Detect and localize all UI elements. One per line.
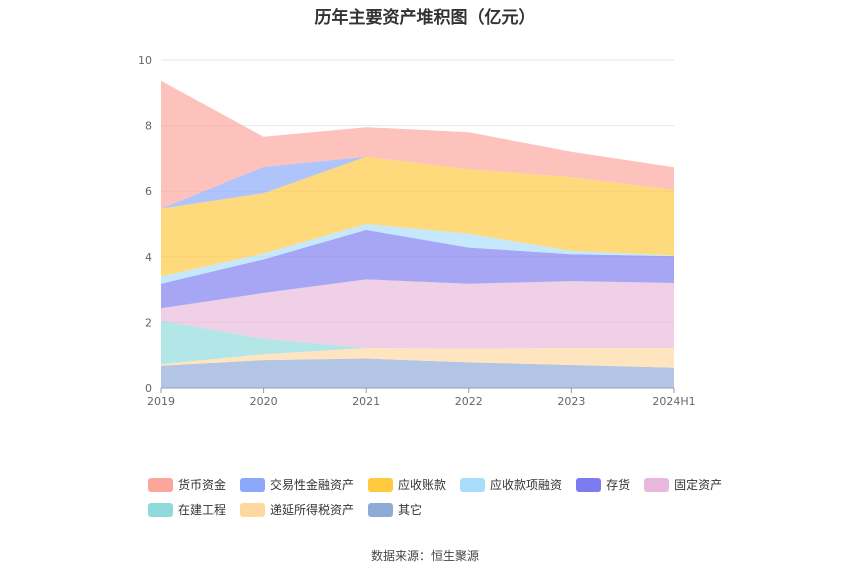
- legend-row: 在建工程 递延所得税资产 其它: [148, 497, 748, 522]
- y-tick-label: 4: [145, 251, 152, 264]
- legend-swatch: [240, 502, 266, 517]
- legend-label: 货币资金: [178, 478, 227, 492]
- x-tick-label: 2024H1: [652, 395, 695, 408]
- legend-swatch: [148, 477, 173, 492]
- area-series: [161, 80, 674, 209]
- legend-item[interactable]: 应收款项融资: [460, 476, 562, 493]
- x-tick-label: 2022: [455, 395, 483, 408]
- area-series: [161, 358, 674, 388]
- legend-label: 应收款项融资: [490, 478, 563, 492]
- y-tick-label: 8: [145, 120, 152, 133]
- legend-label: 其它: [398, 503, 423, 517]
- data-source: 数据来源：恒生聚源: [370, 549, 479, 563]
- chart-title: 历年主要资产堆积图（亿元）: [314, 8, 536, 28]
- legend-label: 在建工程: [178, 503, 227, 517]
- legend-label: 存货: [606, 478, 631, 492]
- area-series: [161, 224, 674, 284]
- y-tick-label: 0: [145, 382, 152, 395]
- legend-item[interactable]: 存货: [576, 476, 630, 493]
- y-tick-label: 2: [145, 316, 152, 329]
- area-series: [161, 320, 674, 365]
- x-tick-label: 2020: [250, 395, 278, 408]
- area-series: [161, 156, 674, 277]
- legend-label: 交易性金融资产: [270, 478, 355, 492]
- area-series: [161, 229, 674, 309]
- legend-label: 递延所得税资产: [270, 503, 355, 517]
- legend-swatch: [240, 477, 266, 492]
- y-tick-label: 10: [138, 54, 152, 67]
- legend-item[interactable]: 应收账款: [368, 476, 446, 493]
- legend-item[interactable]: 其它: [368, 501, 422, 518]
- legend-row: 货币资金 交易性金融资产 应收账款 应收款项融资 存货 固定资产: [148, 472, 748, 497]
- legend-label: 应收账款: [398, 478, 447, 492]
- area-series: [161, 348, 674, 368]
- x-tick-label: 2023: [557, 395, 585, 408]
- chart-legend: 货币资金 交易性金融资产 应收账款 应收款项融资 存货 固定资产在建工程 递延所得税资产 其它: [148, 472, 748, 522]
- legend-item[interactable]: 交易性金融资产: [240, 476, 354, 493]
- legend-item[interactable]: 货币资金: [148, 476, 226, 493]
- stacked-area-chart: 0 2 4 6 8 10 2019 2020 2021 2022 2023 2024H1: [138, 54, 696, 408]
- legend-item[interactable]: 递延所得税资产: [240, 501, 354, 518]
- legend-swatch: [644, 477, 670, 492]
- x-tick-label: 2021: [352, 395, 380, 408]
- area-series: [161, 279, 674, 349]
- legend-item[interactable]: 固定资产: [644, 476, 722, 493]
- area-series: [161, 156, 674, 209]
- legend-swatch: [576, 477, 602, 492]
- legend-swatch: [148, 502, 173, 517]
- y-tick-label: 6: [145, 185, 152, 198]
- legend-swatch: [368, 477, 394, 492]
- x-tick-label: 2019: [147, 395, 175, 408]
- legend-swatch: [368, 502, 394, 517]
- legend-label: 固定资产: [674, 478, 723, 492]
- legend-swatch: [460, 477, 486, 492]
- legend-item[interactable]: 在建工程: [148, 501, 226, 518]
